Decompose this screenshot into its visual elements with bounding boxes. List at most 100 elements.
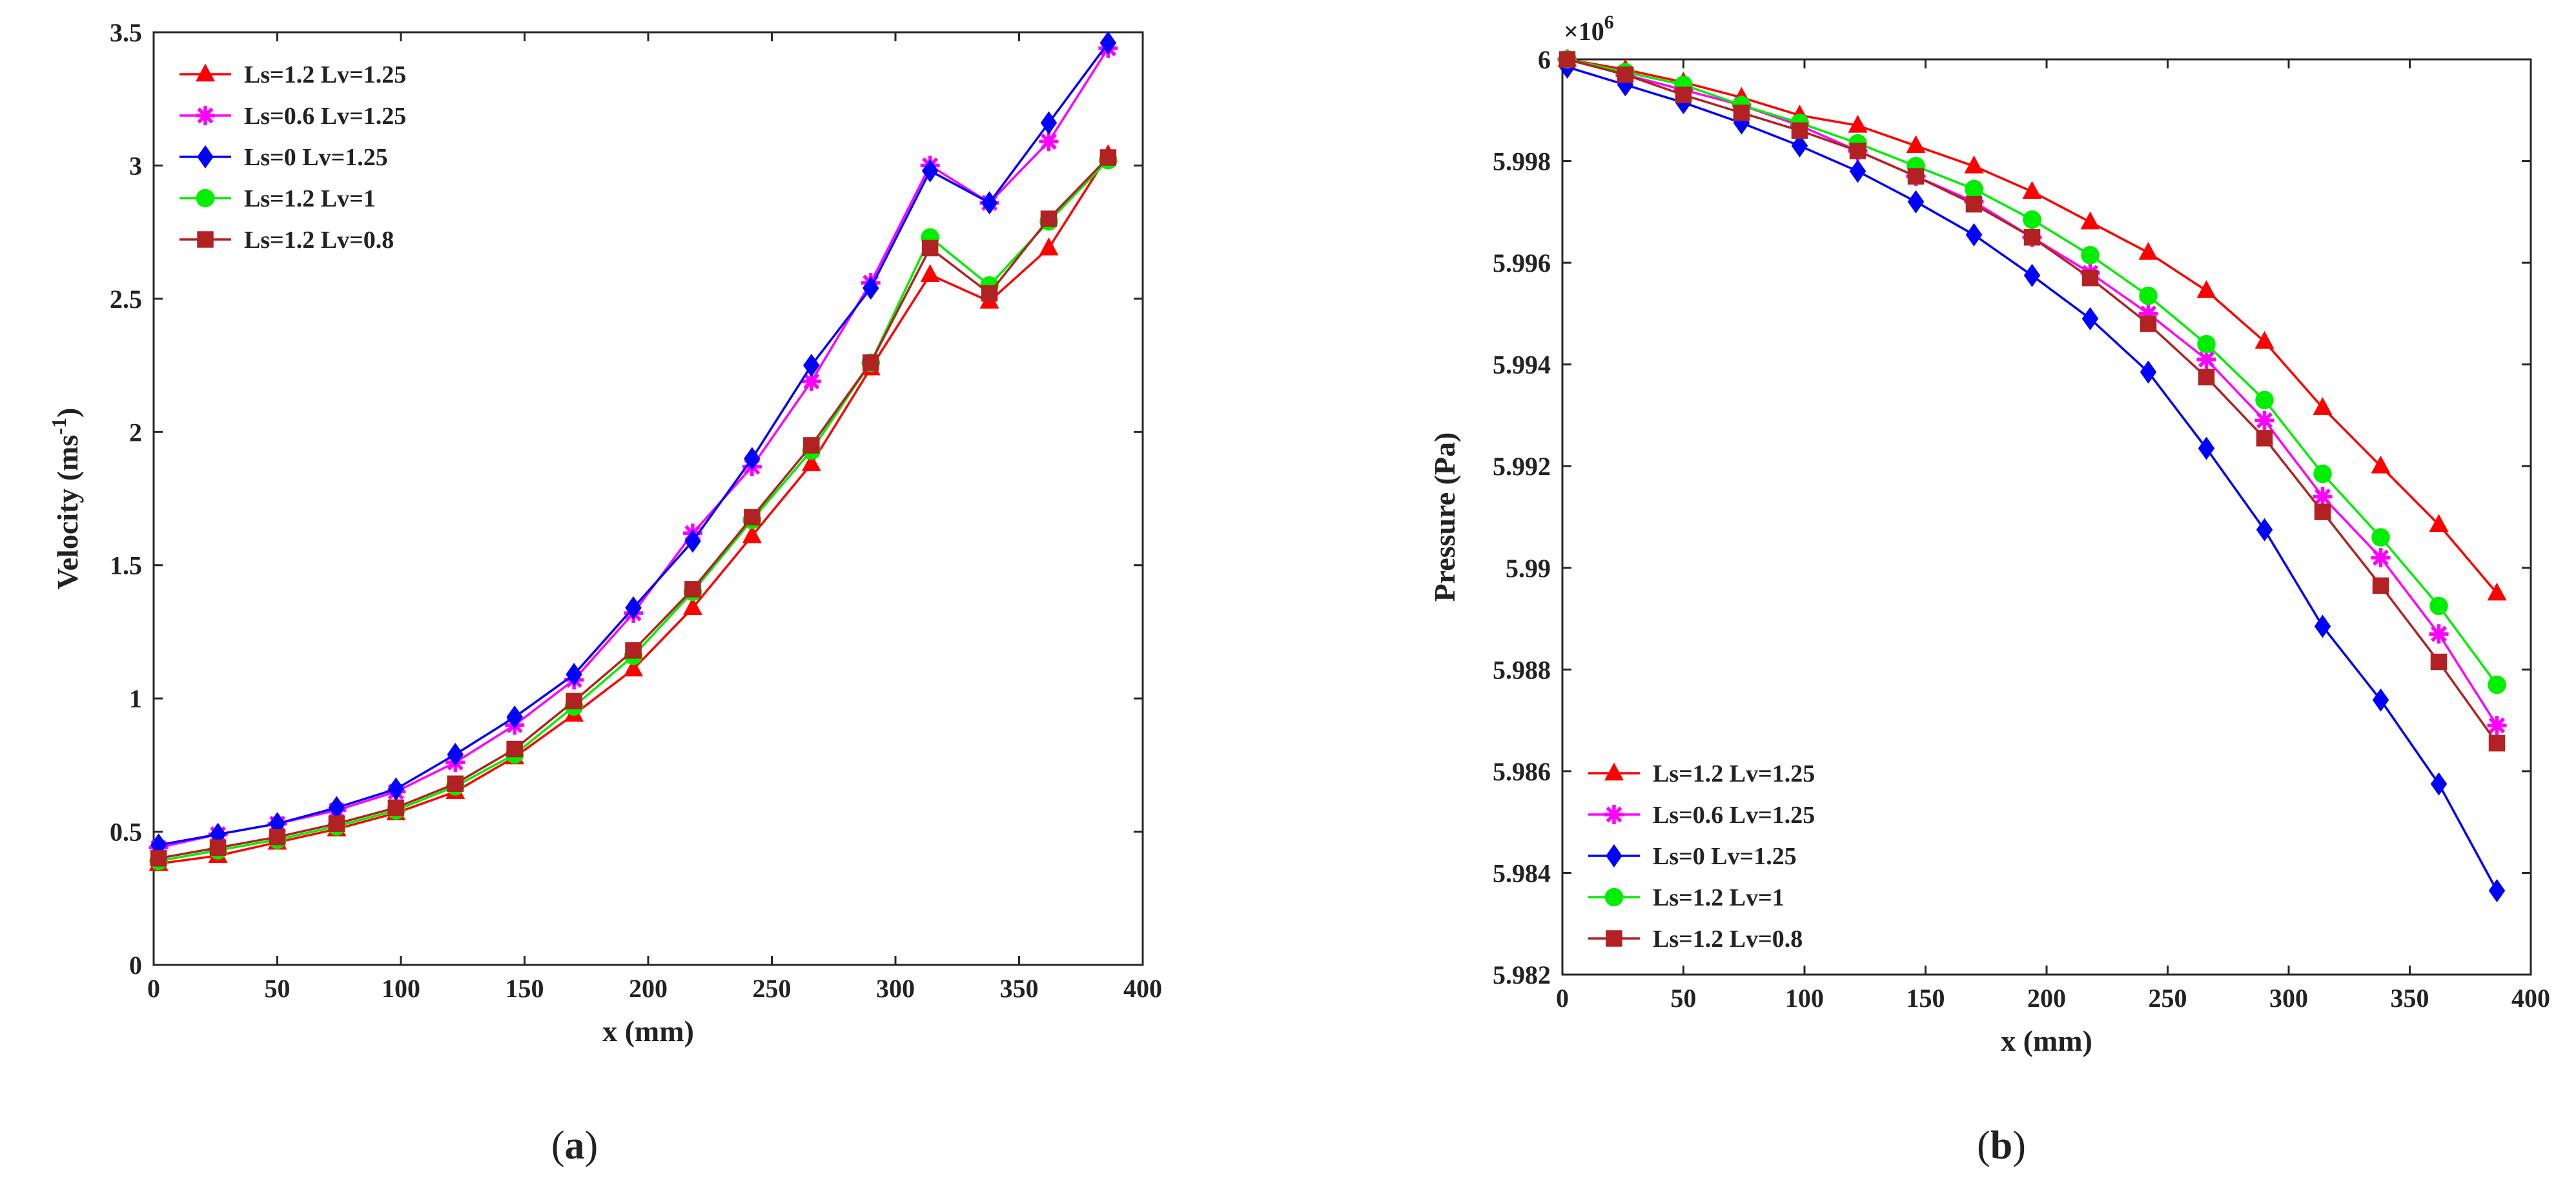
legend-entry: Ls=1.2 Lv=0.8: [1588, 926, 1803, 953]
legend-entry: Ls=0 Lv=1.25: [179, 144, 388, 171]
data-point: [1559, 51, 1576, 68]
x-tick-label: 300: [876, 974, 915, 1003]
data-point: [1907, 168, 1925, 185]
data-point: [2488, 734, 2506, 752]
data-point: [2081, 269, 2099, 287]
data-point: [2313, 464, 2332, 483]
data-point: [2256, 430, 2273, 447]
data-point: [1907, 190, 1925, 214]
y-tick-label: 6: [1538, 45, 1551, 74]
data-point: [981, 285, 998, 302]
legend-label: Ls=0.6 Lv=1.25: [244, 103, 406, 130]
data-point: [2198, 436, 2215, 460]
legend-marker: [197, 231, 214, 248]
data-point: [2488, 879, 2506, 903]
data-point: [1040, 210, 1058, 227]
y-exponent-power: 6: [1604, 12, 1614, 33]
y-tick-label: 5.984: [1493, 858, 1551, 887]
data-point: [2430, 653, 2448, 671]
y-exponent-label: ×106: [1564, 12, 1614, 46]
pressure-series-5: [1559, 51, 2506, 752]
data-point: [2371, 548, 2391, 568]
data-point: [744, 509, 761, 526]
data-point: [2429, 596, 2448, 616]
data-point: [2023, 210, 2041, 229]
data-point: [2313, 397, 2333, 415]
x-tick-label: 150: [1906, 984, 1945, 1013]
data-point: [447, 742, 464, 766]
data-point: [1849, 159, 1866, 183]
legend-entry: Ls=0.6 Lv=1.25: [179, 103, 406, 130]
data-point: [1965, 179, 1983, 199]
data-point: [566, 693, 582, 710]
data-point: [1617, 66, 1634, 83]
legend-label: Ls=0 Lv=1.25: [1653, 843, 1797, 870]
x-tick-label: 400: [1123, 974, 1162, 1003]
data-point: [1791, 122, 1808, 139]
data-point: [2080, 211, 2100, 230]
legend-marker: [196, 188, 215, 208]
data-point: [1099, 31, 1117, 55]
pressure-chart-panel: 0 50 100 150 200 250 300 350 400 5.982 5.984 5.986 5…: [1428, 12, 2550, 1168]
data-point: [566, 662, 582, 686]
x-tick-label: 100: [1785, 984, 1824, 1013]
legend-entry: Ls=1.2 Lv=0.8: [179, 227, 394, 254]
x-tick-label: 350: [1000, 974, 1039, 1003]
y-tick-label: 5.996: [1493, 248, 1551, 278]
data-point: [328, 815, 345, 832]
x-tick-label: 50: [265, 974, 291, 1003]
data-point: [2138, 241, 2158, 260]
data-point: [2140, 360, 2157, 384]
legend-entry: Ls=1.2 Lv=1.25: [179, 61, 406, 88]
y-tick-label: 5.998: [1493, 147, 1551, 176]
data-point: [2429, 624, 2449, 644]
data-point: [862, 276, 879, 300]
data-point: [1848, 114, 1868, 133]
data-point: [387, 777, 405, 801]
y-axis-label-superscript: -1: [47, 418, 70, 435]
data-point: [921, 159, 939, 183]
y-tick-label: 5.994: [1493, 350, 1551, 380]
data-point: [2023, 228, 2041, 246]
data-point: [2313, 487, 2333, 507]
y-tick-label: 5.99: [1506, 554, 1551, 583]
data-point: [150, 850, 167, 867]
data-point: [803, 437, 820, 454]
x-tick-label: 100: [382, 974, 420, 1003]
data-point: [2198, 369, 2215, 386]
data-point: [1964, 155, 1984, 174]
y-tick-label: 2: [129, 418, 142, 447]
legend-entry: Ls=1.2 Lv=1: [1588, 884, 1784, 911]
data-point: [1906, 135, 1926, 154]
data-point: [1965, 196, 1983, 213]
legend-label: Ls=1.2 Lv=0.8: [244, 227, 394, 254]
velocity-legend: Ls=1.2 Lv=1.25 Ls=0.6 Lv=1.25 Ls=0 Lv=1.25…: [179, 61, 406, 254]
data-point: [2140, 315, 2157, 332]
data-point: [209, 839, 227, 856]
legend-marker: [1604, 762, 1624, 781]
x-axis-label: x (mm): [602, 1015, 694, 1048]
panel-letter: b: [1990, 1124, 2012, 1168]
data-point: [1965, 223, 1983, 247]
legend-entry: Ls=1.2 Lv=1.25: [1588, 760, 1815, 787]
data-point: [2372, 577, 2389, 594]
data-point: [803, 354, 820, 378]
data-point: [2254, 410, 2274, 430]
y-tick-label: 0: [129, 951, 142, 980]
data-point: [2196, 279, 2216, 298]
panel-letter: a: [565, 1124, 585, 1168]
data-point: [1039, 132, 1059, 152]
y-tick-label: 3.5: [110, 18, 142, 47]
data-point: [447, 775, 464, 793]
legend-label: Ls=1.2 Lv=1: [1653, 884, 1784, 911]
data-point: [2314, 503, 2331, 520]
y-tick-label: 1: [129, 684, 142, 713]
data-point: [2081, 246, 2100, 265]
data-point: [1099, 149, 1117, 166]
legend-marker: [196, 106, 215, 125]
legend-label: Ls=1.2 Lv=1.25: [1653, 760, 1815, 787]
pressure-plot-area: [1561, 58, 2532, 976]
data-point: [2429, 514, 2449, 532]
data-point: [2430, 772, 2448, 796]
data-point: [2255, 390, 2274, 410]
